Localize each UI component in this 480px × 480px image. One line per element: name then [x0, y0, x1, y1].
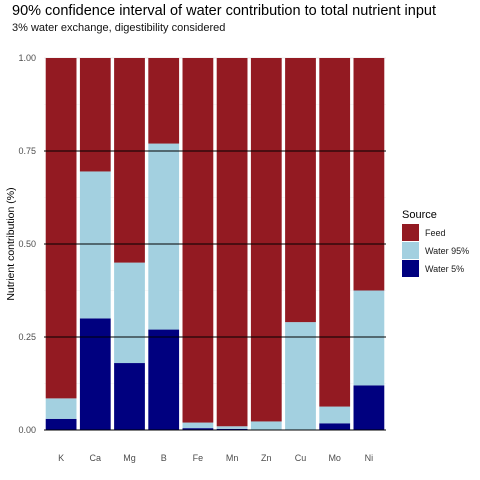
- legend: Source Feed Water 95% Water 5%: [402, 209, 469, 277]
- y-tick-label: 1.00: [18, 53, 36, 63]
- x-axis-ticks: K Ca Mg B Fe Mn Zn Cu Mo Ni: [58, 453, 373, 463]
- y-axis-label: Nutrient contribution (%): [5, 187, 17, 300]
- bar-Zn-feed: [250, 58, 282, 422]
- bar-K-water-95-: [45, 398, 77, 419]
- bar-Ni-water-95-: [353, 290, 385, 386]
- bar-Ca-water-95-: [79, 171, 111, 319]
- x-tick-label: Mn: [226, 453, 239, 463]
- bar-Ni-feed: [353, 58, 385, 291]
- bar-Ni-water-5-: [353, 385, 385, 430]
- bar-Mo-water-95-: [319, 406, 351, 424]
- legend-label: Water 5%: [425, 264, 464, 274]
- chart-title: 90% confidence interval of water contrib…: [12, 3, 436, 19]
- bar-Mo-feed: [319, 58, 351, 407]
- bar-Zn-water-95-: [250, 421, 282, 430]
- bar-K-water-5-: [45, 418, 77, 430]
- bar-Mg-water-5-: [114, 363, 145, 430]
- x-tick-label: K: [58, 453, 64, 463]
- x-tick-label: Fe: [193, 453, 204, 463]
- bar-Fe-water-95-: [182, 422, 214, 429]
- bar-K-feed: [45, 58, 77, 399]
- bar-B-water-5-: [148, 329, 180, 430]
- bar-B-water-95-: [148, 143, 180, 330]
- x-tick-label: Ni: [365, 453, 374, 463]
- x-tick-label: Mg: [123, 453, 136, 463]
- legend-title: Source: [402, 209, 437, 221]
- bar-Ca-feed: [79, 58, 111, 172]
- y-axis-ticks: 0.00 0.25 0.50 0.75 1.00: [18, 53, 36, 435]
- bar-Fe-feed: [182, 58, 214, 423]
- x-tick-label: Ca: [90, 453, 102, 463]
- legend-swatch: [402, 260, 419, 277]
- legend-label: Feed: [425, 228, 446, 238]
- bar-Mo-water-5-: [319, 423, 351, 430]
- bar-Cu-feed: [285, 58, 316, 323]
- reference-lines: [44, 150, 386, 431]
- y-tick-label: 0.75: [18, 146, 36, 156]
- bar-Mn-feed: [216, 58, 248, 427]
- bar-Mg-feed: [114, 58, 145, 263]
- bar-Ca-water-5-: [79, 318, 111, 430]
- bar-Mn-water-95-: [216, 426, 248, 429]
- y-tick-label: 0.00: [18, 425, 36, 435]
- bar-B-feed: [148, 58, 180, 144]
- bar-Mg-water-95-: [114, 262, 145, 364]
- x-tick-label: Mo: [328, 453, 341, 463]
- legend-label: Water 95%: [425, 246, 469, 256]
- chart-subtitle: 3% water exchange, digestibility conside…: [12, 22, 226, 34]
- x-tick-label: Cu: [295, 453, 307, 463]
- legend-swatch: [402, 224, 419, 241]
- x-tick-label: Zn: [261, 453, 272, 463]
- bars: [45, 58, 385, 430]
- y-tick-label: 0.25: [18, 332, 36, 342]
- x-tick-label: B: [161, 453, 167, 463]
- legend-swatch: [402, 242, 419, 259]
- bar-Mn-water-5-: [216, 428, 248, 430]
- bar-Cu-water-95-: [285, 322, 316, 430]
- bar-Fe-water-5-: [182, 428, 214, 430]
- y-tick-label: 0.50: [18, 239, 36, 249]
